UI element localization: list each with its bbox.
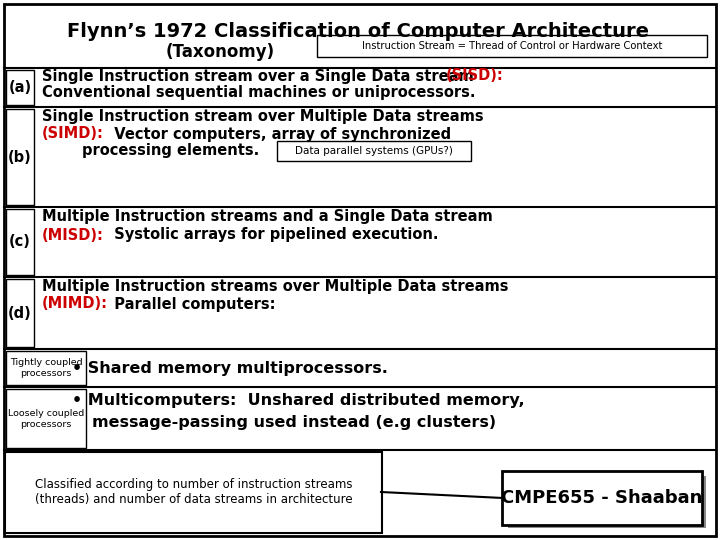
Text: processing elements.: processing elements. (82, 144, 259, 159)
Text: message-passing used instead (e.g clusters): message-passing used instead (e.g cluste… (92, 415, 496, 430)
FancyBboxPatch shape (6, 70, 34, 105)
FancyBboxPatch shape (502, 471, 702, 525)
FancyBboxPatch shape (6, 389, 86, 448)
Text: (b): (b) (8, 150, 32, 165)
Text: Classified according to number of instruction streams
(threads) and number of da: Classified according to number of instru… (35, 478, 353, 506)
Text: (SIMD):: (SIMD): (42, 126, 104, 141)
Text: Tightly coupled
processors: Tightly coupled processors (9, 359, 82, 377)
Text: • Shared memory multiprocessors.: • Shared memory multiprocessors. (72, 361, 388, 375)
Text: (SISD):: (SISD): (446, 69, 504, 84)
Text: (Taxonomy): (Taxonomy) (166, 43, 274, 61)
Text: (MISD):: (MISD): (42, 227, 104, 242)
Text: Multiple Instruction streams and a Single Data stream: Multiple Instruction streams and a Singl… (42, 210, 492, 225)
Text: (MIMD):: (MIMD): (42, 296, 108, 312)
Text: (a): (a) (9, 80, 32, 96)
FancyBboxPatch shape (508, 476, 706, 528)
FancyBboxPatch shape (6, 279, 34, 347)
Text: Single Instruction stream over a Single Data stream: Single Instruction stream over a Single … (42, 69, 479, 84)
FancyBboxPatch shape (6, 109, 34, 205)
FancyBboxPatch shape (277, 141, 471, 161)
Text: Parallel computers:: Parallel computers: (104, 296, 276, 312)
Text: Data parallel systems (GPUs?): Data parallel systems (GPUs?) (295, 146, 453, 156)
FancyBboxPatch shape (317, 35, 707, 57)
Text: Systolic arrays for pipelined execution.: Systolic arrays for pipelined execution. (104, 227, 438, 242)
Text: Instruction Stream = Thread of Control or Hardware Context: Instruction Stream = Thread of Control o… (362, 41, 662, 51)
FancyBboxPatch shape (6, 209, 34, 275)
Text: Conventional sequential machines or uniprocessors.: Conventional sequential machines or unip… (42, 85, 475, 100)
FancyBboxPatch shape (6, 351, 86, 385)
Text: Loosely coupled
processors: Loosely coupled processors (8, 409, 84, 429)
FancyBboxPatch shape (5, 452, 382, 533)
FancyBboxPatch shape (4, 4, 716, 536)
Text: (d): (d) (8, 306, 32, 321)
Text: • Multicomputers:  Unshared distributed memory,: • Multicomputers: Unshared distributed m… (72, 393, 525, 408)
Text: Single Instruction stream over Multiple Data streams: Single Instruction stream over Multiple … (42, 109, 484, 124)
Text: CMPE655 - Shaaban: CMPE655 - Shaaban (501, 489, 703, 507)
Text: Flynn’s 1972 Classification of Computer Architecture: Flynn’s 1972 Classification of Computer … (67, 22, 649, 41)
Text: Multiple Instruction streams over Multiple Data streams: Multiple Instruction streams over Multip… (42, 279, 508, 294)
Text: Vector computers, array of synchronized: Vector computers, array of synchronized (104, 126, 451, 141)
Text: (c): (c) (9, 234, 31, 249)
